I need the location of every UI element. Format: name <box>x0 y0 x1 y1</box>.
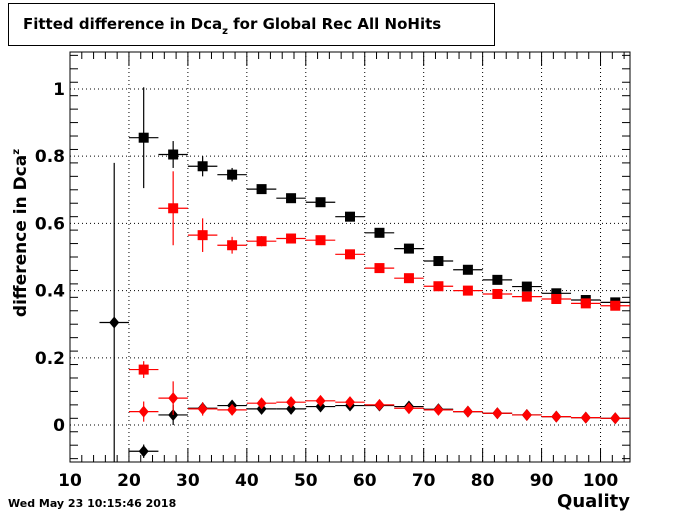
x-tick-label: 70 <box>412 471 436 491</box>
square-marker <box>197 230 208 241</box>
y-axis-label-superscript: z <box>11 148 22 155</box>
diamond-marker <box>433 403 444 416</box>
x-tick-label: 60 <box>353 471 377 491</box>
square-marker <box>374 263 385 274</box>
diamond-marker <box>168 392 179 405</box>
square-marker <box>286 233 297 244</box>
square-marker <box>551 288 562 299</box>
diamond-marker <box>462 405 473 418</box>
square-marker <box>492 274 503 285</box>
y-axis-label-text: difference in Dca <box>11 154 31 318</box>
square-marker <box>138 132 149 143</box>
square-marker <box>610 300 621 311</box>
y-tick-label: 0.2 <box>35 349 65 369</box>
timestamp: Wed May 23 10:15:46 2018 <box>8 497 177 510</box>
square-marker <box>197 161 208 172</box>
square-marker <box>433 281 444 292</box>
square-marker <box>462 285 473 296</box>
diamond-marker <box>492 407 503 420</box>
square-marker <box>551 294 562 305</box>
chart-title-prefix: Fitted difference in Dca <box>23 15 223 33</box>
square-marker <box>580 298 591 309</box>
y-tick-label: 0.8 <box>35 147 65 167</box>
diamond-marker <box>286 396 297 409</box>
diamond-marker <box>286 402 297 415</box>
x-tick-label: 80 <box>471 471 495 491</box>
x-tick-label: 100 <box>583 471 619 491</box>
chart-title: Fitted difference in Dcaz for Global Rec… <box>23 15 442 37</box>
diamond-marker <box>521 408 532 421</box>
square-marker <box>256 236 267 247</box>
chart-title-subscript: z <box>222 26 228 37</box>
diamond-marker <box>256 397 267 410</box>
square-marker <box>521 291 532 302</box>
y-axis-label: difference in Dcaz <box>11 149 31 317</box>
diamond-marker <box>227 403 238 416</box>
square-marker <box>315 197 326 208</box>
square-marker <box>403 243 414 254</box>
square-marker <box>286 193 297 204</box>
square-marker <box>403 273 414 284</box>
diamond-marker <box>138 445 149 458</box>
square-marker <box>256 184 267 195</box>
x-tick-label: 90 <box>530 471 554 491</box>
diamond-marker <box>109 316 120 329</box>
diamond-marker <box>138 405 149 418</box>
x-axis-label: Quality <box>557 491 630 512</box>
diamond-marker <box>403 402 414 415</box>
x-tick-label: 30 <box>176 471 200 491</box>
diamond-marker <box>315 394 326 407</box>
square-marker <box>521 281 532 292</box>
diamond-marker <box>374 398 385 411</box>
x-tick-label: 10 <box>58 471 82 491</box>
y-tick-label: 1 <box>53 80 65 100</box>
square-marker <box>462 264 473 275</box>
diamond-marker <box>551 410 562 423</box>
diamond-marker <box>345 396 355 409</box>
square-marker <box>315 235 326 246</box>
diamond-marker <box>610 412 621 425</box>
chart-title-suffix: for Global Rec All NoHits <box>227 15 442 33</box>
square-marker <box>345 249 355 260</box>
diamond-marker <box>580 411 591 424</box>
y-tick-label: 0.6 <box>35 214 65 234</box>
square-marker <box>345 211 355 222</box>
y-tick-label: 0 <box>53 416 65 436</box>
square-marker <box>433 256 444 267</box>
square-marker <box>374 227 385 238</box>
x-tick-label: 50 <box>294 471 318 491</box>
square-marker <box>138 364 149 375</box>
diamond-marker <box>197 402 208 415</box>
square-marker <box>227 240 238 251</box>
x-tick-label: 20 <box>117 471 141 491</box>
square-marker <box>168 149 179 160</box>
square-marker <box>168 203 179 214</box>
square-marker <box>227 169 238 180</box>
square-marker <box>492 288 503 299</box>
x-tick-label: 40 <box>235 471 259 491</box>
plot-frame <box>69 51 631 463</box>
y-tick-label: 0.4 <box>35 282 65 302</box>
title-box: Fitted difference in Dcaz for Global Rec… <box>8 3 495 46</box>
